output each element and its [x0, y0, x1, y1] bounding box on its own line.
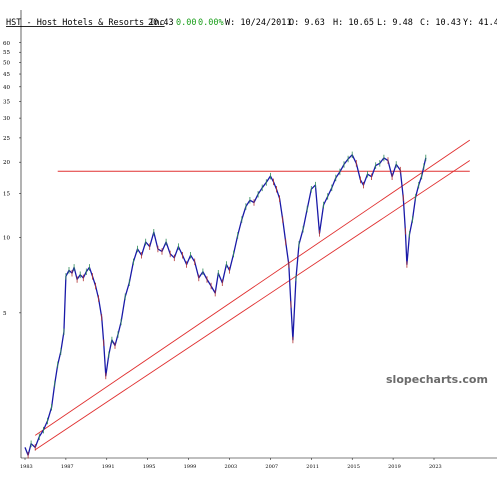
open-readout: O: 9.63	[289, 18, 325, 28]
x-tick-label: 2011	[306, 464, 319, 470]
trendline[interactable]	[34, 139, 471, 436]
y-tick-label: 35	[3, 99, 10, 105]
x-tick-label: 2019	[388, 464, 401, 470]
ticker-title[interactable]: HST - Host Hotels & Resorts Inc	[6, 18, 165, 28]
close-readout: C: 10.43	[420, 18, 461, 28]
x-tick-label: 1987	[61, 464, 74, 470]
y-axis: 60 55 50 45 40 35 30 25 20 15 10 5	[3, 10, 22, 458]
y-tick-label: 50	[3, 61, 10, 67]
watermark: slopecharts.com	[386, 373, 488, 386]
y-tick-label: 10	[3, 236, 10, 242]
y-tick-label: 5	[3, 311, 7, 317]
last-price: 20.43	[148, 18, 174, 28]
high-readout: H: 10.65	[333, 18, 374, 28]
trendlines	[34, 139, 471, 451]
x-tick-label: 1999	[184, 464, 197, 470]
y-tick-label: 45	[3, 72, 10, 78]
y-readout: Y: 41.48	[463, 18, 497, 28]
x-tick-label: 2003	[225, 464, 238, 470]
y-tick-label: 40	[3, 85, 10, 91]
y-tick-label: 60	[3, 41, 10, 47]
y-tick-label: 30	[3, 116, 10, 122]
trendline[interactable]	[34, 160, 471, 451]
x-tick-label: 2007	[265, 464, 278, 470]
price-series	[24, 151, 427, 459]
x-tick-label: 1995	[143, 464, 156, 470]
chart-header: HST - Host Hotels & Resorts Inc 20.43 0.…	[6, 18, 497, 28]
x-axis: 1983 1987 1991 1995 1999 2003 2007 2011 2015 2019…	[20, 457, 497, 470]
price-change-percent: 0.00%	[198, 18, 224, 28]
x-tick-label: 2023	[429, 464, 442, 470]
x-tick-label: 2015	[347, 464, 360, 470]
low-readout: L: 9.48	[377, 18, 413, 28]
week-date-readout: W: 10/24/2011	[225, 18, 292, 28]
y-tick-label: 20	[3, 160, 10, 166]
y-tick-label: 15	[3, 191, 10, 197]
x-tick-label: 1983	[20, 464, 33, 470]
y-tick-label: 55	[3, 50, 10, 56]
y-tick-label: 25	[3, 136, 10, 142]
price-change: 0.00	[176, 18, 196, 28]
price-line	[24, 154, 427, 456]
x-tick-label: 1991	[102, 464, 115, 470]
